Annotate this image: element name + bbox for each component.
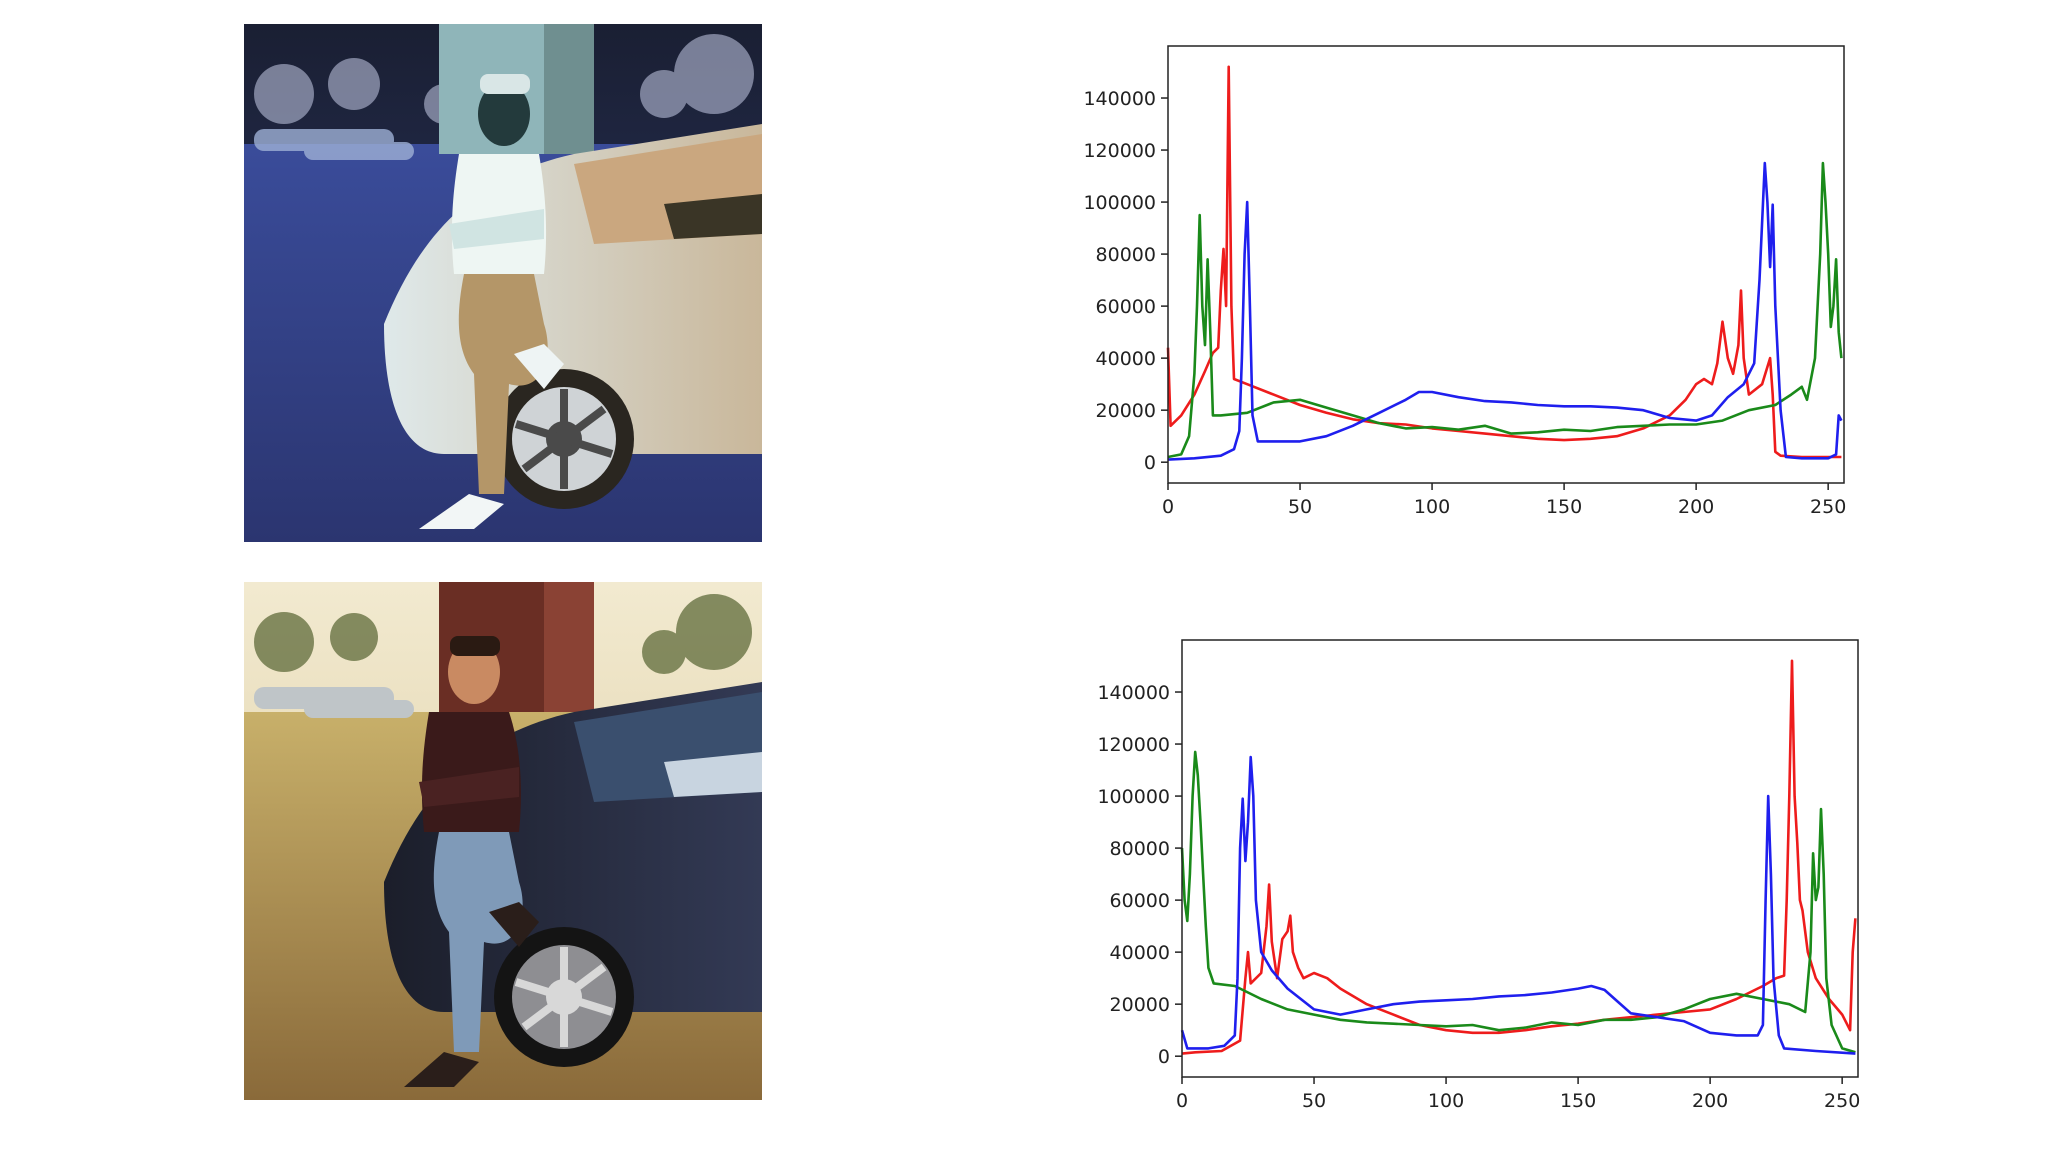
top-histogram-x-tick-label: 0 — [1162, 496, 1174, 518]
histogram-chart-inverted: 0 50 100 150 200 250 0 20000 40000 60000 80000 1000… — [1040, 30, 1880, 534]
top-histogram-series-blue — [1167, 161, 1843, 461]
top-histogram-plot-frame — [1167, 45, 1845, 484]
bottom-histogram-series-red — [1181, 659, 1857, 1055]
top-histogram-y-tick-label: 140000 — [1083, 88, 1156, 110]
top-histogram-y-tick-label: 0 — [1144, 452, 1156, 474]
top-histogram-y-tick-label: 40000 — [1096, 348, 1156, 370]
bottom-histogram-x-tick-label: 200 — [1692, 1090, 1728, 1112]
histogram-svg-original: 0 50 100 150 200 250 0 20000 40000 60000 80000 1000… — [1097, 639, 1860, 1112]
bottom-histogram-y-tick-label: 120000 — [1097, 734, 1170, 756]
bottom-histogram-x-tick-label: 250 — [1824, 1090, 1860, 1112]
bottom-histogram-y-tick-label: 40000 — [1110, 942, 1170, 964]
bottom-histogram-series-blue — [1180, 755, 1856, 1055]
original-photo — [244, 582, 762, 1100]
top-histogram-x-tick-label: 50 — [1288, 496, 1312, 518]
top-histogram-y-tick-label: 80000 — [1096, 244, 1156, 266]
top-histogram-y-tick-label: 120000 — [1083, 140, 1156, 162]
bottom-histogram-x-tick-label: 100 — [1428, 1090, 1464, 1112]
histogram-svg-inverted: 0 50 100 150 200 250 0 20000 40000 60000 80000 1000… — [1083, 45, 1846, 518]
bottom-histogram-y-tick-label: 60000 — [1110, 890, 1170, 912]
bottom-histogram-y-tick-label: 80000 — [1110, 838, 1170, 860]
bottom-histogram-x-tick-label: 50 — [1302, 1090, 1326, 1112]
histogram-chart-original: 0 50 100 150 200 250 0 20000 40000 60000 80000 1000… — [1054, 624, 1894, 1128]
top-histogram-y-tick-label: 100000 — [1083, 192, 1156, 214]
bottom-histogram-series-green — [1180, 750, 1856, 1054]
top-histogram-x-tick-label: 100 — [1414, 496, 1450, 518]
top-histogram-x-tick-label: 150 — [1546, 496, 1582, 518]
bottom-histogram-x-tick-label: 150 — [1560, 1090, 1596, 1112]
top-histogram-x-tick-label: 250 — [1810, 496, 1846, 518]
top-histogram-y-tick-label: 20000 — [1096, 400, 1156, 422]
top-histogram-y-tick-label: 60000 — [1096, 296, 1156, 318]
top-histogram-series-red — [1166, 65, 1842, 459]
bottom-histogram-plot-frame — [1181, 639, 1859, 1078]
inverted-photo — [244, 24, 762, 542]
bottom-histogram-y-tick-label: 0 — [1158, 1046, 1170, 1068]
bottom-histogram-y-tick-label: 140000 — [1097, 682, 1170, 704]
bottom-histogram-y-tick-label: 20000 — [1110, 994, 1170, 1016]
bottom-histogram-y-tick-label: 100000 — [1097, 786, 1170, 808]
bottom-histogram-x-tick-label: 0 — [1176, 1090, 1188, 1112]
top-histogram-x-tick-label: 200 — [1678, 496, 1714, 518]
top-histogram-series-green — [1167, 161, 1843, 459]
